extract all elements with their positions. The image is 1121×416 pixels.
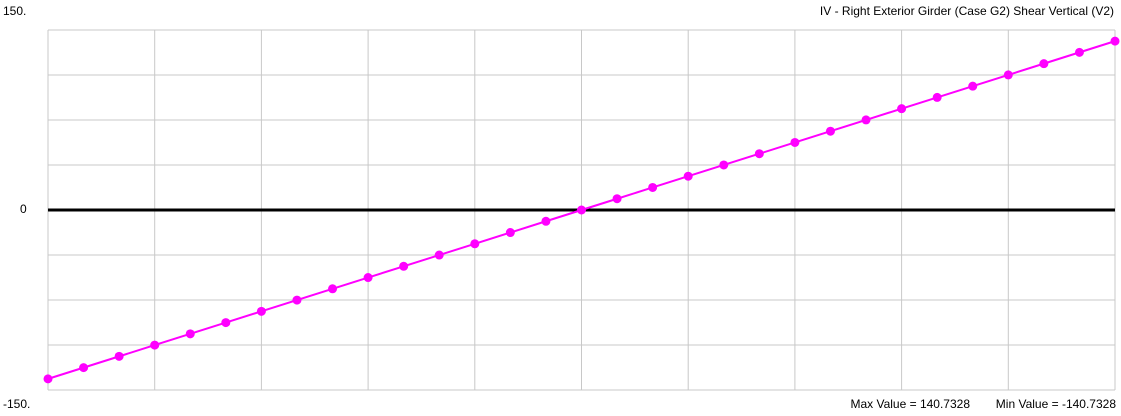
point-marker (1003, 70, 1013, 80)
point-marker (114, 351, 124, 361)
point-marker (434, 250, 444, 260)
point-marker (683, 171, 693, 181)
point-marker (1074, 47, 1084, 57)
point-marker (505, 228, 515, 238)
chart-title: IV - Right Exterior Girder (Case G2) She… (820, 4, 1114, 18)
point-marker (256, 306, 266, 316)
min-annotation: Min Value = -140.7328 (996, 397, 1117, 411)
point-marker (754, 149, 764, 159)
point-marker (150, 340, 160, 350)
max-annotation: Max Value = 140.7328 (850, 397, 970, 411)
y-tick-label: 0 (20, 202, 27, 216)
point-marker (541, 216, 551, 226)
point-marker (825, 126, 835, 136)
point-marker (363, 273, 373, 283)
point-marker (43, 374, 53, 384)
point-marker (612, 194, 622, 204)
point-marker (968, 81, 978, 91)
y-tick-label: -150. (3, 397, 30, 411)
point-marker (932, 92, 942, 102)
point-marker (897, 104, 907, 114)
point-marker (1039, 59, 1049, 69)
point-marker (648, 182, 658, 192)
point-marker (577, 205, 586, 215)
y-tick-label: 150. (3, 4, 26, 18)
point-marker (292, 295, 302, 305)
point-marker (861, 115, 871, 125)
point-marker (1110, 36, 1120, 46)
point-marker (470, 239, 480, 249)
point-marker (790, 137, 800, 147)
point-marker (79, 363, 89, 373)
point-marker (185, 329, 195, 339)
point-marker (221, 318, 231, 328)
point-marker (399, 261, 409, 271)
point-marker (328, 284, 338, 294)
point-marker (719, 160, 729, 170)
